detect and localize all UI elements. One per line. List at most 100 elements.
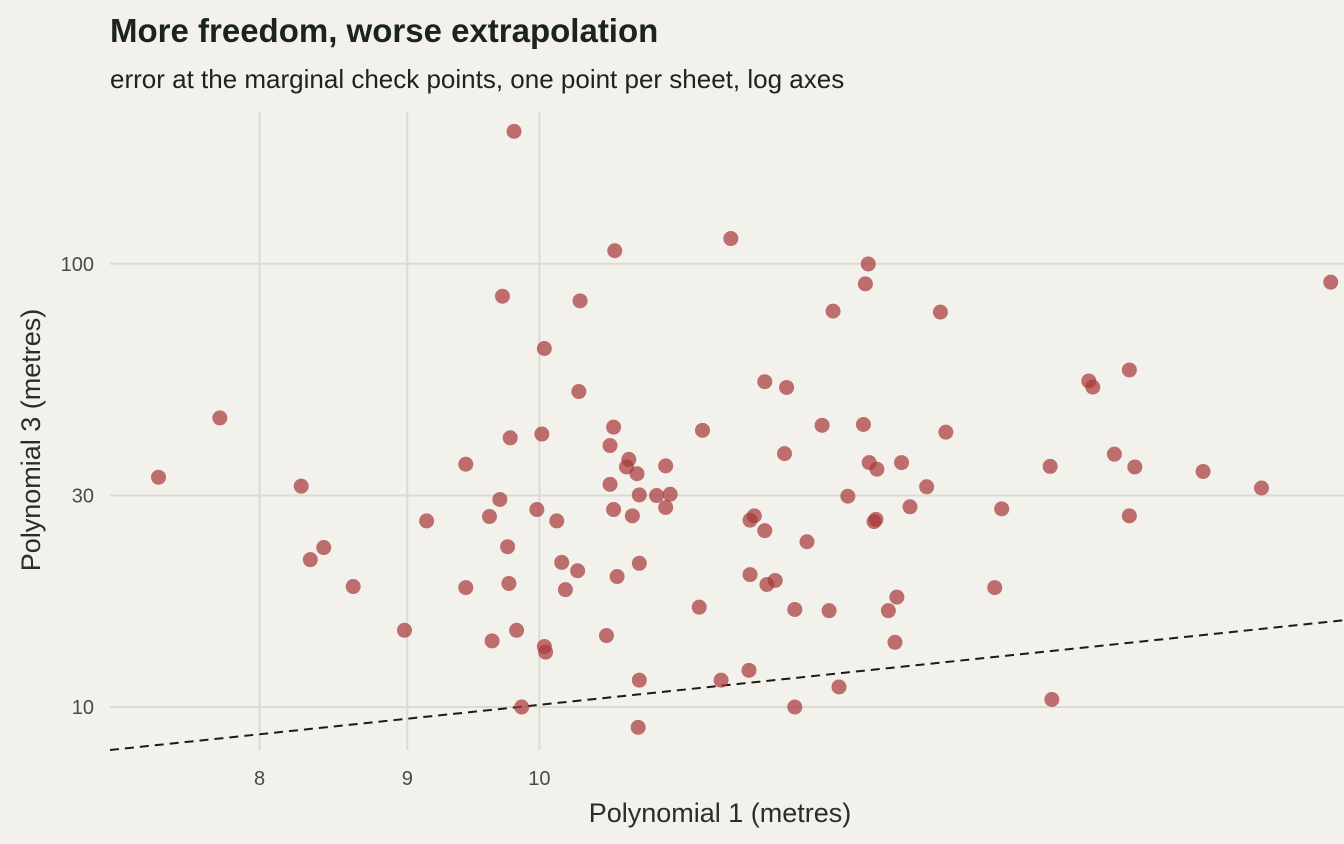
data-point xyxy=(938,424,954,440)
data-point xyxy=(757,523,773,539)
data-point xyxy=(1044,691,1060,707)
data-point xyxy=(695,422,711,438)
data-point xyxy=(571,384,587,400)
data-point xyxy=(570,563,586,579)
x-tick-label: 8 xyxy=(254,768,265,790)
data-point xyxy=(1254,480,1270,496)
data-point xyxy=(1127,459,1143,475)
data-point xyxy=(889,589,905,605)
data-point xyxy=(500,539,516,555)
data-point xyxy=(419,513,435,529)
data-point xyxy=(536,340,552,356)
data-point xyxy=(602,476,618,492)
data-point xyxy=(787,601,803,617)
data-point xyxy=(607,243,623,259)
x-tick-label: 9 xyxy=(402,768,413,790)
data-point xyxy=(606,502,622,518)
data-point xyxy=(631,487,647,503)
data-point xyxy=(557,582,573,598)
data-point xyxy=(302,552,318,568)
data-point xyxy=(777,446,793,462)
data-point xyxy=(538,644,554,660)
data-point xyxy=(629,466,645,482)
data-point xyxy=(902,499,918,515)
data-point xyxy=(880,603,896,619)
data-point xyxy=(1323,274,1339,290)
x-tick-label: 10 xyxy=(528,768,550,790)
data-point xyxy=(602,438,618,454)
data-point xyxy=(869,461,885,477)
data-point xyxy=(549,513,565,529)
data-point xyxy=(658,458,674,474)
data-point xyxy=(509,622,525,638)
y-tick-label: 30 xyxy=(72,486,94,508)
data-point xyxy=(787,699,803,715)
data-point xyxy=(1042,458,1058,474)
data-point xyxy=(987,580,1003,596)
data-point xyxy=(554,554,570,570)
data-point xyxy=(501,575,517,591)
y-tick-labels: 10 30 100 xyxy=(61,254,94,719)
data-point xyxy=(767,572,783,588)
data-point xyxy=(691,599,707,615)
data-points xyxy=(150,123,1339,735)
data-point xyxy=(932,304,948,320)
data-point xyxy=(621,451,637,467)
reference-line-group xyxy=(109,619,1344,751)
data-point xyxy=(855,416,871,432)
data-point xyxy=(713,672,729,688)
data-point xyxy=(1121,508,1137,524)
data-point xyxy=(492,491,508,507)
data-point xyxy=(1195,463,1211,479)
data-point xyxy=(857,276,873,292)
data-point xyxy=(1121,362,1137,378)
data-point xyxy=(919,479,935,495)
data-point xyxy=(825,303,841,319)
data-point xyxy=(1106,446,1122,462)
data-point xyxy=(1085,379,1101,395)
data-point xyxy=(831,679,847,695)
data-point xyxy=(494,288,510,304)
data-point xyxy=(742,567,758,583)
data-point xyxy=(994,501,1010,517)
data-point xyxy=(598,628,614,644)
data-point xyxy=(662,486,678,502)
data-point xyxy=(534,426,550,442)
x-axis-label: Polynomial 1 (metres) xyxy=(589,798,852,828)
data-point xyxy=(821,603,837,619)
data-point xyxy=(624,508,640,524)
y-tick-label: 10 xyxy=(72,697,94,719)
data-point xyxy=(150,469,166,485)
data-point xyxy=(631,555,647,571)
data-point xyxy=(514,699,530,715)
data-point xyxy=(502,430,518,446)
data-point xyxy=(316,540,332,556)
reference-line xyxy=(109,619,1344,751)
data-point xyxy=(840,488,856,504)
data-point xyxy=(396,622,412,638)
data-point xyxy=(757,374,773,390)
data-point xyxy=(894,455,910,471)
data-point xyxy=(345,579,361,595)
data-point xyxy=(506,123,522,139)
data-point xyxy=(458,580,474,596)
data-point xyxy=(860,256,876,272)
x-tick-labels: 8 9 10 xyxy=(254,768,550,790)
data-point xyxy=(631,672,647,688)
data-point xyxy=(630,719,646,735)
data-point xyxy=(814,417,830,433)
data-point xyxy=(484,633,500,649)
data-point xyxy=(481,509,497,525)
y-axis-label: Polynomial 3 (metres) xyxy=(16,309,46,572)
data-point xyxy=(649,488,665,504)
data-point xyxy=(779,379,795,395)
grid-lines xyxy=(110,112,1344,750)
data-point xyxy=(799,534,815,550)
data-point xyxy=(746,508,762,524)
data-point xyxy=(606,419,622,435)
chart-subtitle: error at the marginal check points, one … xyxy=(110,64,845,94)
data-point xyxy=(609,569,625,585)
data-point xyxy=(868,511,884,527)
